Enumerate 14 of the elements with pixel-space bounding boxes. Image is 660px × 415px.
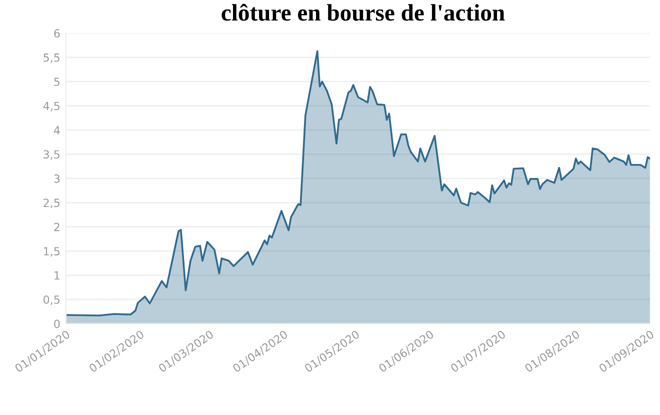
y-tick-label: 2,5: [44, 198, 60, 208]
y-tick-label: 4,5: [43, 102, 60, 112]
y-tick-label: 5,5: [44, 54, 60, 63]
y-tick-label: 3,5: [44, 150, 60, 160]
y-tick-label: 5: [54, 78, 60, 86]
chart-title: clôture en bourse de l'action: [222, 4, 505, 21]
y-tick-label: 6: [54, 29, 60, 38]
y-tick-label: 1: [54, 271, 60, 280]
y-tick-label: 1,5: [44, 247, 60, 257]
y-tick-label: 0,5: [44, 295, 60, 306]
y-tick-label: 2: [54, 222, 60, 232]
y-tick-label: 3: [54, 174, 60, 183]
y-tick-label: 4: [54, 126, 60, 134]
y-tick-label: 0: [54, 320, 60, 328]
